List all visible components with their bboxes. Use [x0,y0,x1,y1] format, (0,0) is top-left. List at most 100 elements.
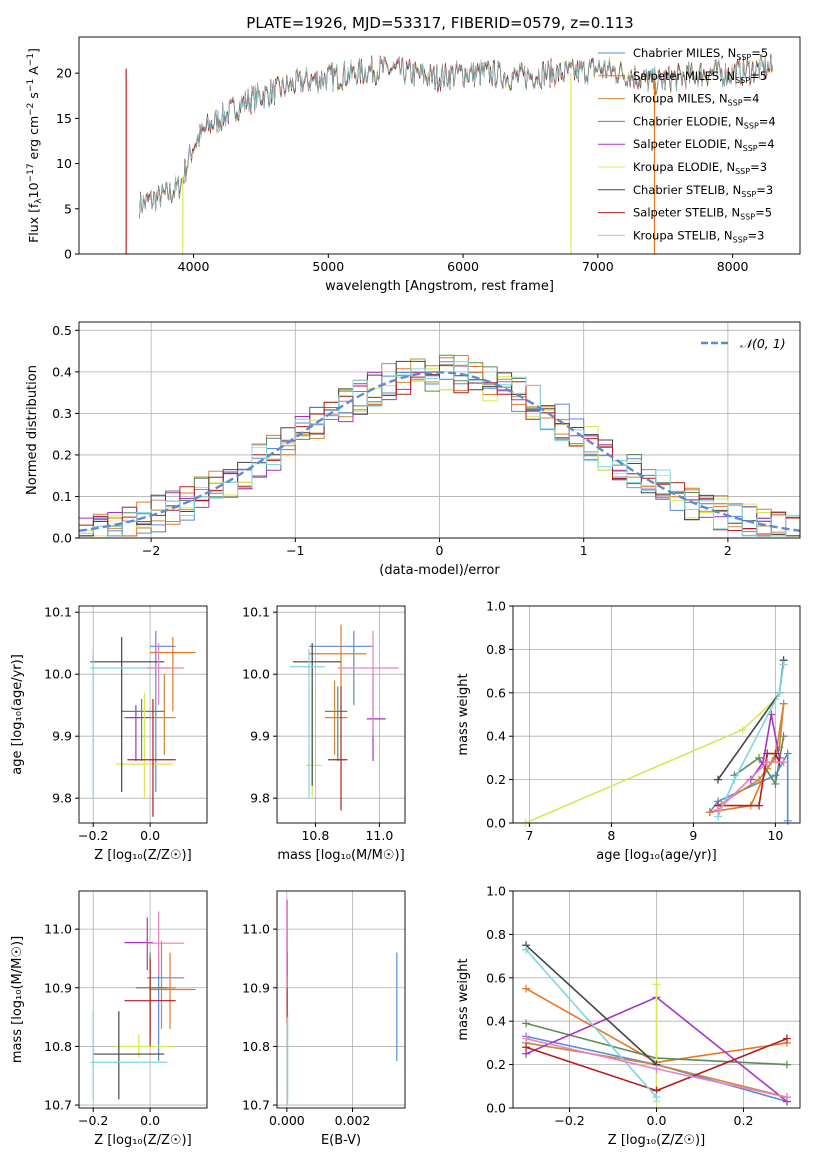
weight-vs-age-ytick-label: 0.2 [486,772,506,787]
spectrum-xlabel: wavelength [Angstrom, rest frame] [325,279,554,294]
legend-entry-sub: SSP [735,76,750,85]
mass-vs-Z-ytick-label: 10.8 [44,1039,72,1054]
residuals-xtick-label: 0 [436,543,444,558]
legend-entry: Chabrier MILES, NSSP=5 [633,46,768,62]
weight-vs-age-marker [775,688,784,697]
ylabel-part: ] [26,48,41,53]
legend-entry-suffix: =4 [743,92,760,106]
weight-vs-Z-marker [522,945,531,954]
residuals-ytick-label: 0.3 [52,406,72,421]
legend-entry-sub: SSP [728,99,743,108]
weight-vs-age-marker [779,732,788,741]
legend-entry-sub: SSP [736,53,751,62]
residuals-ylabel: Normed distribution [25,365,40,495]
legend-entry-sub: SSP [744,121,759,130]
weight-vs-Z-ytick-label: 1.0 [486,884,506,899]
weight-vs-age-xlabel: age [log₁₀(age/yr)] [596,848,717,863]
age-vs-Z-frame [78,605,208,824]
mass-vs-ebv-ytick-label: 10.9 [242,980,270,995]
weight-vs-Z-ytick-label: 0.8 [486,927,506,942]
weight-vs-age-marker [779,699,788,708]
weight-vs-Z-marker [782,1093,791,1102]
mass-vs-ebv-frame [276,890,406,1109]
weight-vs-age-marker [763,749,772,758]
spectrum-xtick-label: 7000 [582,259,614,274]
residuals-ytick-label: 0.1 [52,489,72,504]
weight-vs-Z-marker [522,1019,531,1028]
weight-vs-age-marker [779,660,788,669]
weight-vs-age-ytick-label: 0.0 [486,816,506,831]
age-vs-mass-ytick-label: 9.8 [250,791,270,806]
spectrum-xtick-label: 8000 [717,259,749,274]
age-vs-mass-xlabel: mass [log₁₀(M/M☉)] [277,848,404,863]
spectrum-ytick-label: 15 [56,111,72,126]
weight-vs-age-marker [755,801,763,810]
weight-vs-Z-marker [652,1064,661,1073]
mass-vs-Z-ytick-label: 10.9 [44,980,72,995]
legend-entry-sub: SSP [741,190,756,199]
legend-entry: Salpeter MILES, NSSP=5 [633,69,767,85]
residuals-ytick-label: 0.4 [52,364,72,379]
weight-vs-age-marker [730,775,739,784]
weight-vs-age-series [750,714,781,781]
mass-vs-Z-xtick-label: 0.0 [140,1113,160,1128]
weight-vs-age-marker [763,758,772,767]
mass-vs-Z-xtick-label: −0.2 [78,1113,108,1128]
residuals-frame [78,321,801,539]
weight-vs-age-marker [714,775,722,784]
weight-vs-Z-ytick-label: 0.6 [486,970,506,985]
residuals-xtick-label: 2 [724,543,732,558]
legend-entry-suffix: =5 [751,46,768,60]
spectrum-ylabel: Flux [fλ10−17 erg cm−2 s−1 A−1] [26,48,44,243]
legend-entry: Chabrier STELIB, NSSP=3 [633,183,773,199]
mass-vs-Z-xlabel: Z [log₁₀(Z/Z☉)] [94,1133,191,1148]
weight-vs-Z-marker [782,1034,791,1043]
weight-vs-age-marker [755,753,763,762]
legend-entry: Kroupa MILES, NSSP=4 [633,92,759,108]
ylabel-part: A [26,66,41,79]
age-vs-Z-ytick-label: 10.0 [44,667,72,682]
weight-vs-Z-series [525,944,658,1066]
legend-entry: Kroupa ELODIE, NSSP=3 [633,160,767,176]
spectrum-xtick-label: 6000 [447,259,479,274]
weight-vs-age-series [717,703,785,807]
age-vs-mass-frame [276,605,406,824]
weight-vs-Z-xtick-label: −0.2 [554,1113,584,1128]
legend-entry: 𝒩(0, 1) [740,336,786,351]
ylabel-part: erg cm [26,116,41,164]
weight-vs-age-ytick-label: 0.4 [486,729,506,744]
age-vs-Z-ylabel: age [log₁₀(age/yr)] [10,654,25,775]
age-vs-mass-ytick-label: 9.9 [250,729,270,744]
spectrum-frame [78,36,801,255]
legend-entry-suffix: =4 [758,137,775,151]
ylabel-sub: λ [34,198,44,204]
weight-vs-Z-ytick-label: 0.2 [486,1057,506,1072]
age-vs-Z-ytick-label: 9.9 [52,729,72,744]
ylabel-part: s [26,92,41,103]
weight-vs-age-marker [771,771,780,780]
spectrum-ytick-label: 5 [64,201,72,216]
legend-entry: Chabrier ELODIE, NSSP=4 [633,114,776,130]
legend-entry-suffix: =3 [750,160,767,174]
weight-vs-age-marker [738,725,747,734]
weight-vs-age-ytick-label: 0.8 [486,642,506,657]
mass-vs-Z-ytick-label: 10.7 [44,1098,72,1113]
weight-vs-age-series [524,698,776,824]
legend-entry-sub: SSP [740,213,755,222]
weight-vs-age-xtick-label: 10 [767,828,783,843]
spectrum-line [139,54,773,217]
mass-vs-ebv-ytick-label: 11.0 [242,922,270,937]
residuals-ytick-label: 0.5 [52,323,72,338]
age-vs-mass-ytick-label: 10.1 [242,605,270,620]
legend-entry-suffix: =3 [748,228,765,242]
weight-vs-age-ytick-label: 1.0 [486,599,506,614]
mass-vs-ebv-xtick-label: 0.002 [335,1113,371,1128]
residuals-xtick-label: 1 [580,543,588,558]
weight-vs-Z-ylabel: mass weight [456,958,471,1040]
weight-vs-Z-ytick-label: 0.4 [486,1014,506,1029]
mass-vs-ebv-ytick-label: 10.7 [242,1098,270,1113]
spectrum-xtick-label: 4000 [178,259,210,274]
weight-vs-age-marker [771,779,780,788]
